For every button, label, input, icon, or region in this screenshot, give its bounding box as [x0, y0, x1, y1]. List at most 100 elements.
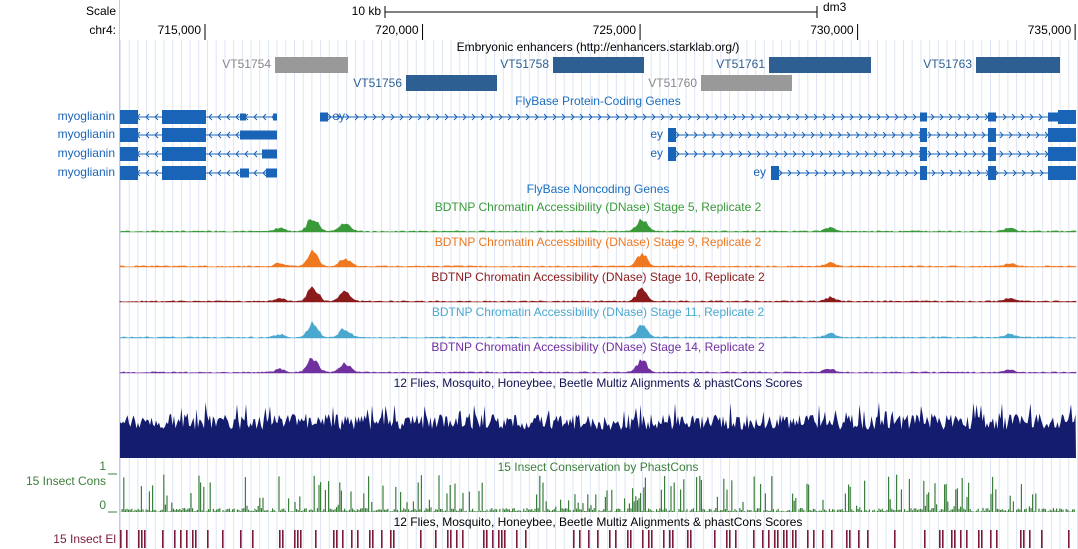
phastcons-bar [1072, 509, 1074, 512]
phastcons-bar [451, 508, 453, 512]
phastcons-bar [433, 510, 435, 512]
element-bar [615, 530, 617, 548]
phastcons-bar [377, 509, 379, 512]
phastcons-bar [371, 501, 373, 512]
strand-arrow [145, 113, 150, 121]
strand-arrow [999, 150, 1004, 158]
phastcons-bar [944, 484, 946, 512]
phastcons-bar [1019, 509, 1021, 512]
strand-arrow [912, 113, 917, 121]
element-bar [822, 530, 824, 548]
phastcons-bar [448, 511, 450, 512]
phastcons-bar [604, 496, 606, 512]
strand-arrow [778, 169, 783, 177]
strand-arrow [886, 169, 891, 177]
strand-arrow [945, 150, 950, 158]
strand-arrow [702, 150, 707, 158]
element-bar [300, 530, 302, 548]
phastcons-bar [790, 511, 792, 512]
strand-arrow [217, 113, 222, 121]
phastcons-bar [856, 505, 858, 512]
element-bar [447, 530, 449, 548]
phastcons-bar [376, 510, 378, 512]
strand-arrow [399, 113, 404, 121]
strand-arrow [1008, 131, 1013, 139]
phastcons-bar [990, 493, 992, 512]
phastcons-bar [438, 475, 440, 512]
phastcons-bar [956, 488, 958, 512]
strand-arrow [145, 169, 150, 177]
strand-arrow [774, 131, 779, 139]
element-bar [1041, 530, 1043, 548]
phastcons-bar [177, 509, 179, 512]
phastcons-bar [638, 498, 640, 512]
phastcons-bar [260, 507, 262, 512]
phastcons-bar [595, 494, 597, 512]
phastcons-bar [668, 510, 670, 512]
strand-arrow [940, 169, 945, 177]
phastcons-bar [331, 509, 333, 512]
strand-arrow [909, 131, 914, 139]
strand-arrow [372, 113, 377, 121]
phastcons-bar [713, 510, 715, 512]
phastcons-bar [262, 497, 264, 512]
phastcons-bar [140, 486, 142, 512]
phastcons-bar [916, 509, 918, 512]
phastcons-bar [323, 509, 325, 512]
exon [988, 166, 996, 180]
strand-arrow [669, 113, 674, 121]
phastcons-bar [905, 511, 907, 512]
strand-arrow [606, 113, 611, 121]
phastcons-bar [872, 510, 874, 512]
phastcons-bar [662, 509, 664, 512]
strand-arrow [729, 150, 734, 158]
phastcons-bar [592, 509, 594, 512]
phastcons-bar [860, 510, 862, 512]
exon [1048, 147, 1076, 161]
phastcons-bar [440, 508, 442, 512]
phastcons-bar [267, 510, 269, 512]
phastcons-bar [452, 508, 454, 512]
phastcons-bar [892, 509, 894, 512]
phastcons-bar [224, 511, 226, 512]
element-bar [351, 530, 353, 548]
phastcons-bar [692, 508, 694, 512]
strand-arrow [154, 113, 159, 121]
phastcons-bar [1035, 493, 1037, 512]
phastcons-bar [148, 491, 150, 512]
gene-label: ey [753, 165, 766, 179]
phastcons-bar [244, 477, 246, 512]
phastcons-bar [782, 510, 784, 512]
exon [162, 147, 206, 161]
phastcons-bar [547, 508, 549, 512]
strand-arrow [678, 113, 683, 121]
strand-arrow [738, 131, 743, 139]
phastcons-bar [404, 509, 406, 512]
phastcons-bar [515, 510, 517, 512]
phastcons-bar [387, 508, 389, 512]
element-bar [939, 530, 941, 548]
strand-arrow [837, 150, 842, 158]
phastcons-bar [864, 480, 866, 512]
strand-arrow [882, 150, 887, 158]
phastcons-bar [582, 503, 584, 512]
exon [162, 128, 206, 142]
exon [240, 130, 277, 140]
phastcons-bar [385, 509, 387, 512]
phastcons-bar [1017, 508, 1019, 512]
strand-arrow [891, 150, 896, 158]
exon [1058, 110, 1076, 124]
phastcons-bar [803, 509, 805, 512]
phastcons-bar [816, 511, 818, 512]
phastcons-bar [252, 511, 254, 512]
phastcons-bar [633, 501, 635, 512]
element-bar [195, 530, 197, 548]
strand-arrow [253, 169, 258, 177]
phastcons-bar [366, 508, 368, 512]
phastcons-bar [384, 509, 386, 512]
element-bar [690, 530, 692, 548]
phastcons-bar [236, 509, 238, 512]
strand-arrow [972, 131, 977, 139]
strand-arrow [693, 150, 698, 158]
strand-arrow [226, 131, 231, 139]
